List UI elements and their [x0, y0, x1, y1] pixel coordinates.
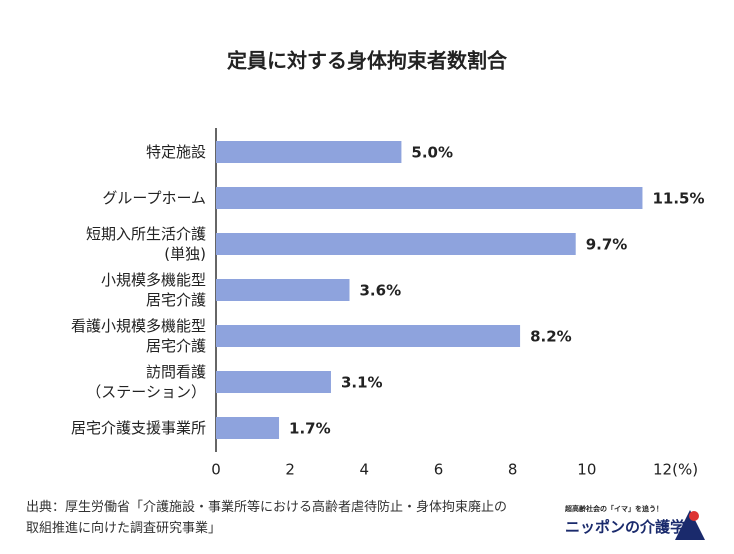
y-tick-label: 短期入所生活介護 (単独)	[85, 225, 206, 263]
value-label: 9.7%	[586, 236, 628, 254]
y-tick-label: 小規模多機能型 居宅介護	[100, 271, 206, 309]
x-tick-label: 6	[434, 461, 444, 479]
logo-mountain	[675, 510, 705, 540]
value-label: 3.1%	[341, 374, 383, 392]
value-label: 3.6%	[360, 282, 402, 300]
logo-sun	[689, 511, 699, 521]
y-tick-label: 看護小規模多機能型 居宅介護	[70, 317, 206, 355]
chart-title: 定員に対する身体拘束者数割合	[227, 49, 508, 73]
bar	[216, 187, 643, 209]
x-tick-label: 10	[577, 461, 596, 479]
bar	[216, 371, 331, 393]
bar	[216, 325, 521, 347]
x-tick-label: 2	[285, 461, 295, 479]
bar	[216, 141, 402, 163]
value-label: 8.2%	[530, 328, 572, 346]
x-tick-label: 4	[360, 461, 370, 479]
source-note: 出典：厚生労働省「介護施設・事業所等における高齢者虐待防止・身体拘束廃止の 取組…	[26, 500, 508, 536]
bar	[216, 233, 576, 255]
value-label: 1.7%	[289, 420, 331, 438]
x-tick-label: 12(%)	[653, 461, 698, 479]
logo-name: ニッポンの介護学	[565, 518, 686, 536]
bar	[216, 417, 280, 439]
y-tick-label: 訪問看護 （ステーション）	[86, 363, 206, 401]
value-label: 5.0%	[411, 144, 453, 162]
y-tick-label: グループホーム	[102, 189, 206, 207]
y-tick-label: 居宅介護支援事業所	[70, 419, 206, 437]
value-label: 11.5%	[652, 190, 704, 208]
y-tick-label: 特定施設	[145, 143, 206, 161]
logo-tagline: 超高齢社会の「イマ」を追う！	[565, 505, 663, 513]
bar	[216, 279, 350, 301]
x-tick-label: 0	[211, 461, 221, 479]
x-tick-label: 8	[508, 461, 518, 479]
